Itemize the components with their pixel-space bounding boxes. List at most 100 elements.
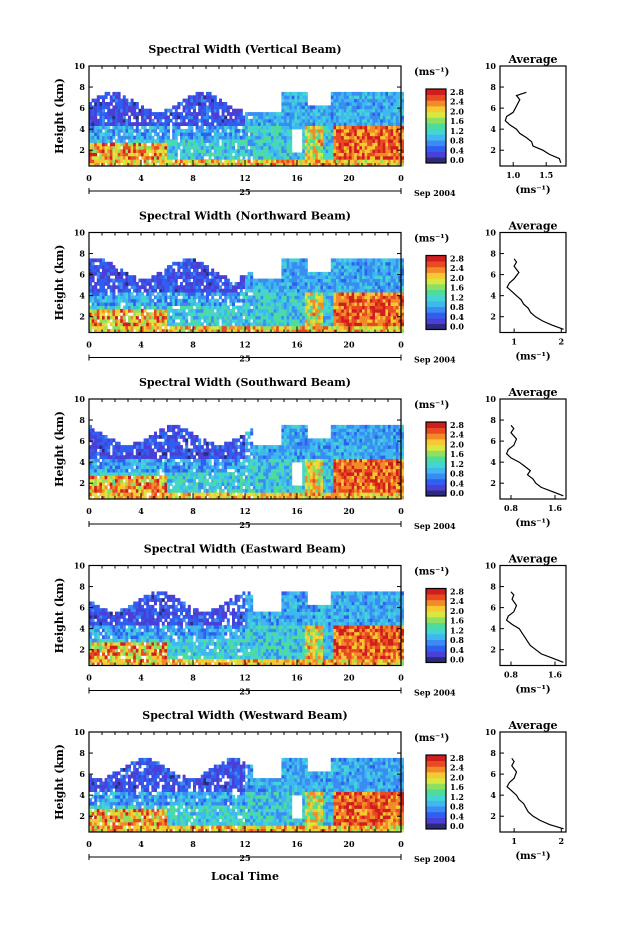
heatmap-cell <box>372 145 376 150</box>
heatmap-cell <box>398 325 402 330</box>
heatmap-cell <box>102 292 105 296</box>
heatmap-cell <box>239 122 243 126</box>
heatmap-cell <box>206 128 209 133</box>
heatmap-cell <box>159 302 163 306</box>
heatmap-cell <box>161 122 165 126</box>
heatmap-cell <box>133 122 137 126</box>
heatmap-cell <box>328 322 332 327</box>
heatmap-cell <box>112 329 116 333</box>
heatmap-cell <box>99 482 103 486</box>
heatmap-cell <box>89 315 92 320</box>
heatmap-cell <box>125 159 129 164</box>
heatmap-cell <box>89 308 92 313</box>
heatmap-cell <box>369 155 373 160</box>
heatmap-cell <box>234 305 238 310</box>
heatmap-cell <box>336 91 339 96</box>
heatmap-cell <box>252 122 256 126</box>
heatmap-cell <box>208 108 212 113</box>
heatmap-cell <box>151 118 155 123</box>
heatmap-cell <box>216 275 220 279</box>
heatmap-cell <box>198 285 202 290</box>
heatmap-cell <box>338 155 342 160</box>
heatmap-cell <box>304 292 308 296</box>
heatmap-cell <box>330 325 334 330</box>
heatmap-cell <box>213 285 217 290</box>
heatmap-cell <box>302 105 306 110</box>
heatmap-cell <box>135 112 139 116</box>
heatmap-cell <box>284 271 287 276</box>
heatmap-cell <box>187 95 191 100</box>
heatmap-cell <box>375 258 378 263</box>
heatmap-cell <box>250 278 254 283</box>
heatmap-cell <box>109 485 113 490</box>
heatmap-cell <box>154 128 157 133</box>
avg-x-tick-label: 1.0 <box>506 170 520 180</box>
heatmap-cell <box>89 118 92 123</box>
heatmap-cell <box>203 139 207 143</box>
heatmap-cell <box>203 312 207 317</box>
heatmap-cell <box>198 139 202 143</box>
heatmap-cell <box>245 325 248 330</box>
heatmap-cell <box>200 118 204 123</box>
heatmap-cell <box>211 322 215 327</box>
colorbar-swatch <box>426 123 446 130</box>
heatmap-cell <box>159 325 163 330</box>
heatmap-cell <box>276 308 280 313</box>
heatmap-cell <box>362 261 365 266</box>
heatmap-cell <box>130 319 134 323</box>
heatmap-cell <box>208 132 212 137</box>
heatmap-cell <box>341 258 345 263</box>
heatmap-cell <box>372 125 376 130</box>
heatmap-cell <box>310 108 313 113</box>
heatmap-cell <box>328 329 332 333</box>
heatmap-cell <box>294 98 298 103</box>
heatmap-cell <box>99 445 103 449</box>
heatmap-cell <box>372 302 376 306</box>
heatmap-cell <box>161 295 165 300</box>
heatmap-cell <box>367 105 371 110</box>
heatmap-cell <box>265 159 269 164</box>
heatmap-cell <box>193 282 196 286</box>
heatmap-cell <box>143 302 147 306</box>
heatmap-cell <box>351 322 355 327</box>
heatmap-cell <box>117 149 121 153</box>
heatmap-cell <box>336 322 339 327</box>
heatmap-cell <box>133 315 137 320</box>
heatmap-cell <box>143 149 147 153</box>
heatmap-cell <box>224 139 228 143</box>
heatmap-cell <box>278 125 282 130</box>
average-title: Average <box>507 220 557 233</box>
heatmap-cell <box>343 308 347 313</box>
heatmap-cell <box>96 142 100 147</box>
heatmap-cell <box>174 115 178 120</box>
heatmap-cell <box>117 91 121 96</box>
heatmap-cell <box>250 298 254 303</box>
heatmap-cell <box>91 451 95 456</box>
heatmap-cell <box>260 308 264 313</box>
heatmap-cell <box>94 495 98 500</box>
heatmap-cell <box>177 162 181 167</box>
heatmap-cell <box>328 315 332 320</box>
heatmap-cell <box>375 115 378 120</box>
heatmap-cell <box>302 312 306 317</box>
heatmap-cell <box>284 265 287 269</box>
heatmap-cell <box>172 298 176 303</box>
heatmap-cell <box>317 275 321 279</box>
heatmap-cell <box>182 145 186 150</box>
heatmap-cell <box>317 115 321 120</box>
heatmap-cell <box>359 152 363 157</box>
heatmap-cell <box>398 305 402 310</box>
heatmap-cell <box>89 139 92 143</box>
heatmap-cell <box>115 312 118 317</box>
heatmap-cell <box>102 159 105 164</box>
date-label: Sep 2004 <box>414 188 456 198</box>
heatmap-cell <box>346 122 350 126</box>
heatmap-cell <box>341 91 345 96</box>
avg-x-tick-label: 2 <box>558 337 564 347</box>
heatmap-cell <box>268 125 272 130</box>
heatmap-cell <box>349 258 352 263</box>
heatmap-cell <box>167 278 170 283</box>
heatmap-cell <box>271 132 274 137</box>
heatmap-cell <box>143 125 147 130</box>
